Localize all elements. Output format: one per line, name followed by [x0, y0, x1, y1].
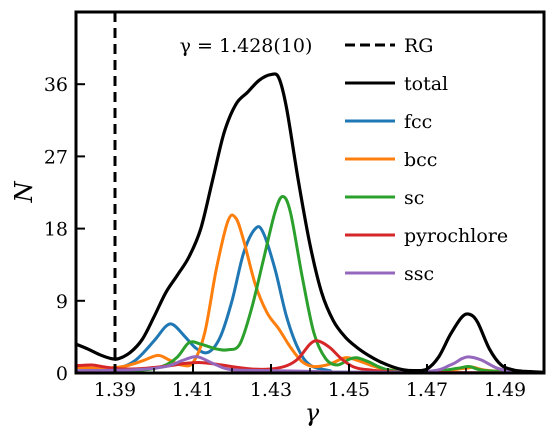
- series-line-total: [76, 72, 544, 373]
- y-tick-label: 18: [44, 219, 68, 241]
- x-axis-title: γ: [305, 399, 320, 427]
- x-axis: 1.39 1.41 1.43 1.45 1.47 1.49: [94, 364, 526, 401]
- x-tick-label: 1.41: [172, 379, 214, 401]
- legend-label-bcc: bcc: [404, 149, 437, 171]
- y-tick-label: 36: [44, 74, 68, 96]
- legend-label-fcc: fcc: [404, 111, 432, 133]
- y-axis: 0 9 18 27 36: [44, 74, 85, 385]
- x-tick-label: 1.43: [250, 379, 292, 401]
- series-layer: [76, 72, 544, 373]
- legend-label-pyrochlore: pyrochlore: [404, 225, 508, 247]
- x-tick-label: 1.47: [406, 379, 448, 401]
- legend-label-ssc: ssc: [404, 263, 434, 285]
- y-tick-label: 27: [44, 146, 68, 168]
- y-tick-label: 9: [56, 291, 68, 313]
- gamma-annotation: γ = 1.428(10): [180, 35, 313, 57]
- series-line-sc: [76, 195, 544, 373]
- legend-label-sc: sc: [404, 187, 424, 209]
- y-tick-label: 0: [56, 363, 68, 385]
- x-tick-label: 1.39: [94, 379, 136, 401]
- legend-label-RG: RG: [404, 35, 433, 57]
- legend-label-total: total: [404, 73, 448, 95]
- x-tick-label: 1.45: [328, 379, 370, 401]
- legend: RG total fcc bcc sc pyrochlore ssc: [345, 35, 508, 285]
- y-axis-title: N: [10, 181, 38, 204]
- x-tick-label: 1.49: [484, 379, 526, 401]
